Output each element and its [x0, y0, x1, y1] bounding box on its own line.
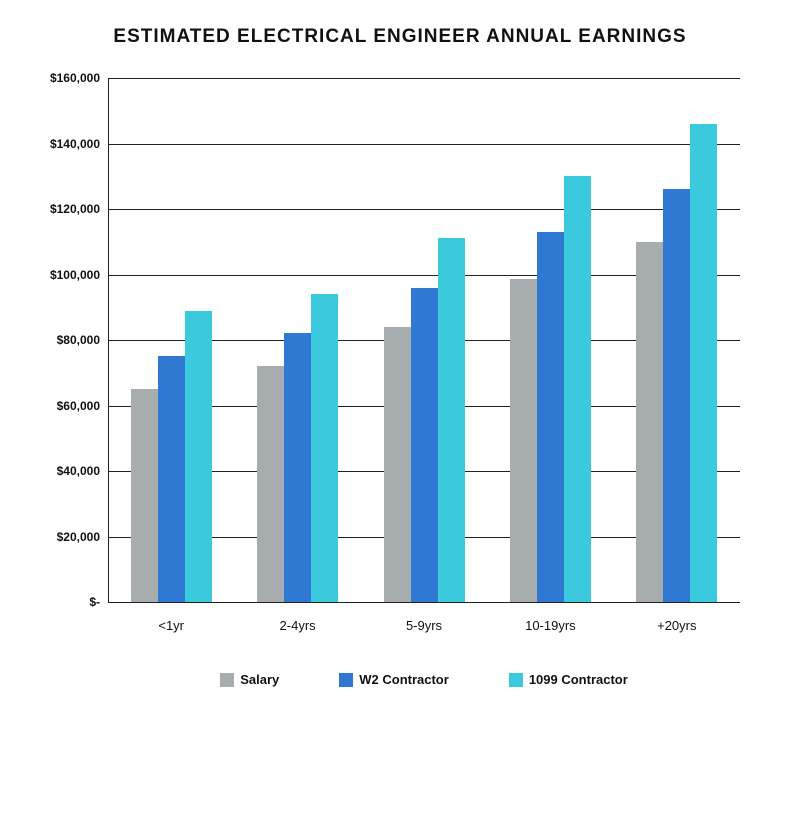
y-tick-label: $120,000: [50, 202, 108, 216]
x-tick-label: <1yr: [158, 618, 184, 633]
bar-group: [384, 238, 465, 602]
bar: [690, 124, 717, 602]
legend-item: W2 Contractor: [339, 672, 449, 687]
bar: [564, 176, 591, 602]
legend: Salary W2 Contractor 1099 Contractor: [108, 672, 740, 687]
legend-swatch: [509, 673, 523, 687]
bar: [131, 389, 158, 602]
bar: [438, 238, 465, 602]
legend-label: W2 Contractor: [359, 672, 449, 687]
bar: [411, 288, 438, 602]
plot-area: $-$20,000$40,000$60,000$80,000$100,000$1…: [108, 78, 740, 602]
legend-label: 1099 Contractor: [529, 672, 628, 687]
bar-group: [257, 294, 338, 602]
bar-group: [636, 124, 717, 602]
bar: [257, 366, 284, 602]
y-tick-label: $60,000: [57, 399, 108, 413]
bar: [663, 189, 690, 602]
legend-swatch: [220, 673, 234, 687]
bar-group: [131, 311, 212, 602]
legend-swatch: [339, 673, 353, 687]
bar: [284, 333, 311, 602]
chart-title: ESTIMATED ELECTRICAL ENGINEER ANNUAL EAR…: [0, 26, 800, 48]
legend-label: Salary: [240, 672, 279, 687]
bar: [537, 232, 564, 602]
legend-item: Salary: [220, 672, 279, 687]
y-axis: [108, 78, 109, 602]
y-tick-label: $140,000: [50, 137, 108, 151]
x-tick-label: 5-9yrs: [406, 618, 442, 633]
y-tick-label: $100,000: [50, 268, 108, 282]
y-tick-label: $40,000: [57, 464, 108, 478]
y-tick-label: $160,000: [50, 71, 108, 85]
bar: [311, 294, 338, 602]
x-tick-label: +20yrs: [657, 618, 696, 633]
bar: [185, 311, 212, 602]
y-tick-label: $80,000: [57, 333, 108, 347]
grid-line: [108, 78, 740, 79]
x-tick-label: 10-19yrs: [525, 618, 576, 633]
bar-group: [510, 176, 591, 602]
legend-item: 1099 Contractor: [509, 672, 628, 687]
grid-line: [108, 602, 740, 603]
bar: [384, 327, 411, 602]
bar: [158, 356, 185, 602]
x-tick-label: 2-4yrs: [280, 618, 316, 633]
y-tick-label: $20,000: [57, 530, 108, 544]
bar: [510, 279, 537, 602]
bar: [636, 242, 663, 602]
earnings-chart: ESTIMATED ELECTRICAL ENGINEER ANNUAL EAR…: [0, 0, 800, 828]
y-tick-label: $-: [89, 595, 108, 609]
